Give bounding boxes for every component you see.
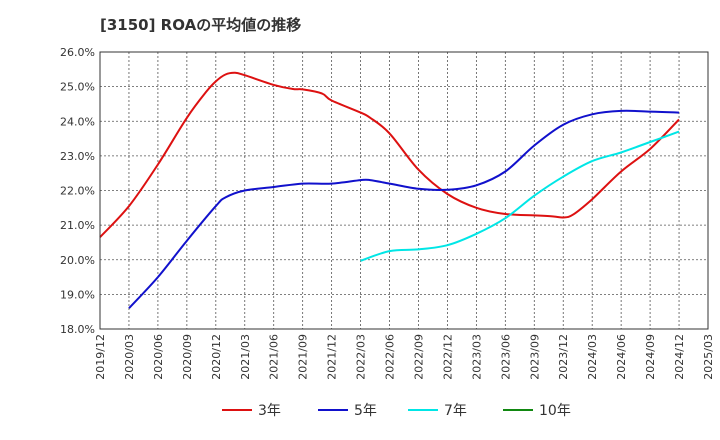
y-tick-label: 26.0% bbox=[60, 46, 95, 59]
series-line-2 bbox=[128, 109, 680, 309]
y-tick-label: 18.0% bbox=[60, 323, 95, 336]
x-tick-label: 2022/06 bbox=[384, 334, 397, 380]
grid-lines bbox=[100, 52, 708, 329]
x-tick-label: 2021/12 bbox=[326, 334, 339, 380]
x-tick-label: 2020/09 bbox=[181, 334, 194, 380]
x-tick-label: 2020/12 bbox=[210, 334, 223, 380]
y-axis-ticks: 26.0% 25.0% 24.0% 23.0% 22.0% 21.0% 20.0% 19.0%… bbox=[60, 46, 95, 336]
x-tick-label: 2021/06 bbox=[268, 334, 281, 380]
x-tick-label: 2024/12 bbox=[673, 334, 686, 380]
series-line-3 bbox=[360, 130, 680, 262]
x-tick-label: 2023/06 bbox=[499, 334, 512, 380]
x-tick-label: 2020/03 bbox=[123, 334, 136, 380]
x-tick-label: 2023/12 bbox=[557, 334, 570, 380]
legend-label: 3年 bbox=[258, 403, 281, 419]
legend-label: 5年 bbox=[354, 403, 377, 419]
x-tick-label: 2022/03 bbox=[355, 334, 368, 380]
x-tick-label: 2022/09 bbox=[412, 334, 425, 380]
x-tick-label: 2021/03 bbox=[239, 334, 252, 380]
y-tick-label: 21.0% bbox=[60, 219, 95, 232]
legend-label: 10年 bbox=[539, 403, 571, 419]
x-tick-label: 2022/12 bbox=[441, 334, 454, 380]
y-tick-label: 25.0% bbox=[60, 81, 95, 94]
x-tick-label: 2024/09 bbox=[644, 334, 657, 380]
x-tick-label: 2019/12 bbox=[94, 334, 107, 380]
plot-frame bbox=[99, 51, 709, 330]
y-tick-label: 23.0% bbox=[60, 150, 95, 163]
x-tick-label: 2025/03 bbox=[702, 334, 715, 380]
x-tick-label: 2024/06 bbox=[615, 334, 628, 380]
chart-title: [3150] ROAの平均値の推移 bbox=[100, 16, 302, 34]
series-lines bbox=[99, 71, 680, 309]
y-tick-label: 20.0% bbox=[60, 254, 95, 267]
y-tick-label: 19.0% bbox=[60, 288, 95, 301]
x-axis-ticks: 2019/12 2020/03 2020/06 2020/09 2020/12 2021/… bbox=[94, 334, 715, 380]
x-tick-label: 2024/03 bbox=[586, 334, 599, 380]
legend-label: 7年 bbox=[444, 403, 467, 419]
x-tick-label: 2023/03 bbox=[470, 334, 483, 380]
series-line-1 bbox=[99, 71, 680, 238]
x-tick-label: 2023/09 bbox=[528, 334, 541, 380]
x-tick-label: 2021/09 bbox=[297, 334, 310, 380]
y-tick-label: 22.0% bbox=[60, 185, 95, 198]
x-tick-label: 2020/06 bbox=[152, 334, 165, 380]
y-tick-label: 24.0% bbox=[60, 115, 95, 128]
legend: 3年 5年 7年 10年 bbox=[222, 403, 571, 419]
